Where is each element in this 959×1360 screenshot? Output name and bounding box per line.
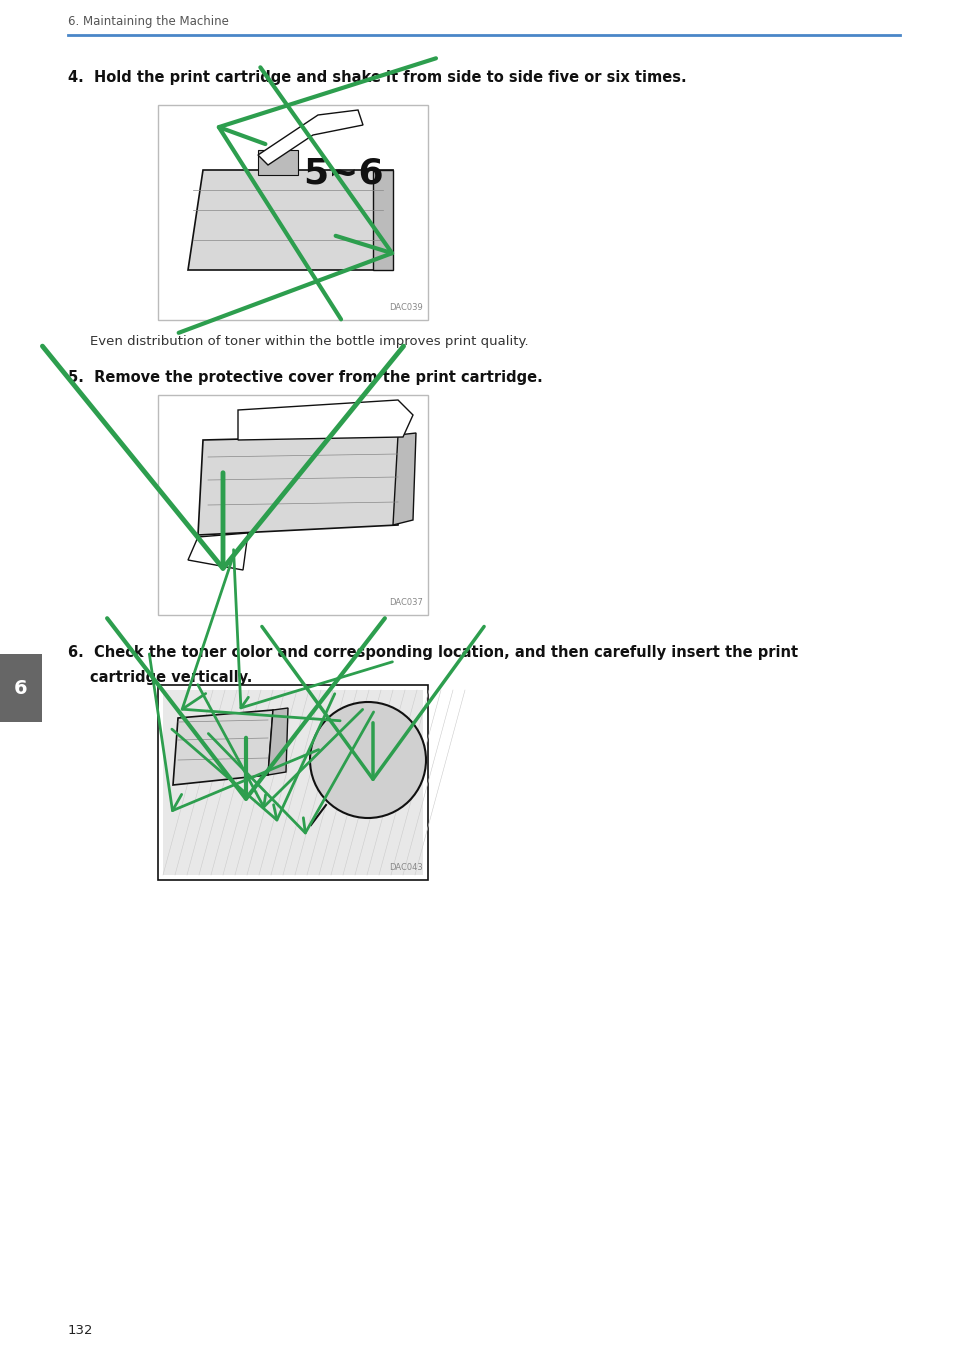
Polygon shape [188, 170, 393, 271]
Bar [373, 170, 393, 271]
Text: 5~6: 5~6 [303, 156, 384, 190]
Polygon shape [393, 432, 416, 525]
Text: 6. Maintaining the Machine: 6. Maintaining the Machine [68, 15, 229, 29]
Bar [0, 654, 42, 722]
Text: 5.  Remove the protective cover from the print cartridge.: 5. Remove the protective cover from the … [68, 370, 543, 385]
Polygon shape [198, 435, 403, 534]
Bar [158, 105, 428, 320]
Text: DAC037: DAC037 [389, 598, 423, 607]
Bar [158, 394, 428, 615]
Polygon shape [268, 709, 288, 775]
Bar [258, 150, 298, 175]
Polygon shape [238, 400, 413, 441]
Text: Even distribution of toner within the bottle improves print quality.: Even distribution of toner within the bo… [90, 335, 528, 348]
Text: DAC043: DAC043 [389, 864, 423, 872]
Text: 6.  Check the toner color and corresponding location, and then carefully insert : 6. Check the toner color and correspondi… [68, 645, 798, 660]
Circle shape [310, 702, 426, 817]
Polygon shape [163, 690, 423, 874]
Polygon shape [173, 710, 273, 785]
Text: cartridge vertically.: cartridge vertically. [90, 670, 252, 685]
Text: 6: 6 [14, 679, 28, 698]
Polygon shape [188, 533, 248, 570]
Polygon shape [258, 110, 363, 165]
Text: 4.  Hold the print cartridge and shake it from side to side five or six times.: 4. Hold the print cartridge and shake it… [68, 69, 687, 84]
Bar [158, 685, 428, 880]
Text: 132: 132 [68, 1323, 93, 1337]
Text: DAC039: DAC039 [389, 303, 423, 311]
